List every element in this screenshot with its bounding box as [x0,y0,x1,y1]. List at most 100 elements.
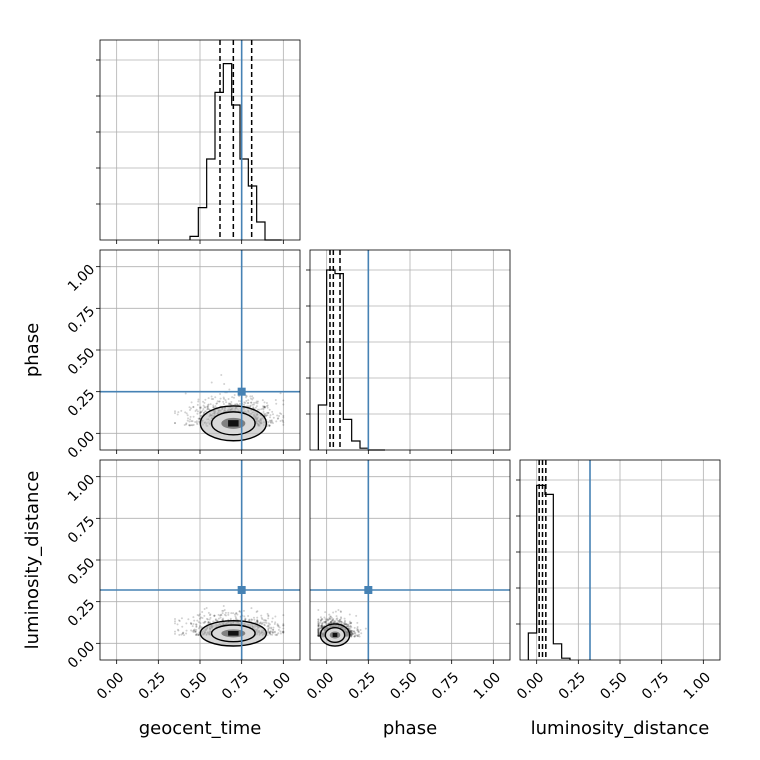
sample-point [251,398,254,401]
sample-point [357,635,360,638]
sample-point [199,417,202,420]
sample-point [356,629,359,632]
sample-point [324,622,327,625]
sample-point [338,620,341,623]
sample-point [208,614,211,617]
sample-point [271,631,274,634]
sample-point [317,625,320,628]
x-tick-label: 0.25 [346,669,379,702]
sample-point [358,633,361,636]
sample-point [185,412,188,415]
x-tick-label: 1.00 [681,669,714,702]
sample-point [248,618,251,621]
x-tick-label: 1.00 [471,669,504,702]
sample-point [230,401,233,404]
sample-point [256,408,259,411]
sample-point [207,405,210,408]
sample-point [282,414,285,417]
sample-point [337,609,340,611]
sample-point [317,629,320,632]
sample-point [278,414,281,417]
sample-point [255,405,258,408]
sample-point [353,630,356,633]
sample-point [332,621,335,624]
sample-point [206,618,209,621]
sample-point [319,626,322,629]
sample-point [279,630,282,633]
sample-point [317,634,320,637]
sample-point [203,621,206,624]
sample-point [353,630,356,633]
sample-point [250,607,253,610]
sample-point [199,406,202,409]
panel-phase-phase [306,249,511,451]
sample-point [324,620,327,623]
sample-point [343,617,346,620]
sample-point [353,635,356,638]
sample-point [253,618,256,621]
sample-point [267,624,270,627]
x-tick-label: 0.25 [556,669,589,702]
sample-point [275,402,278,405]
density-peak [228,420,239,427]
sample-point [198,626,201,629]
sample-point [269,630,272,633]
sample-point [279,392,282,395]
sample-point [337,620,340,623]
sample-point [198,418,201,421]
sample-point [254,401,257,404]
sample-point [255,400,258,403]
sample-point [329,617,332,620]
sample-point [193,628,196,631]
sample-point [198,633,201,636]
scatter-points [174,605,285,647]
sample-point [216,400,219,403]
sample-point [190,420,193,423]
sample-point [198,613,201,616]
sample-point [260,408,263,411]
sample-point [209,403,212,406]
sample-point [196,410,199,413]
sample-point [185,629,188,632]
contour-outer [319,623,351,647]
sample-point [271,631,274,634]
sample-point [196,403,199,406]
sample-point [262,405,265,408]
sample-point [249,395,252,398]
sample-point [207,622,210,625]
sample-point [264,619,267,622]
sample-point [253,401,256,404]
sample-point [271,633,274,636]
sample-point [268,631,271,634]
sample-point [317,634,320,637]
sample-point [317,631,320,634]
sample-point [199,622,202,625]
sample-point [268,424,271,427]
sample-point [204,398,207,401]
sample-point [274,615,277,618]
sample-point [197,417,200,420]
sample-point [194,630,197,633]
sample-point [352,632,355,635]
sample-point [354,634,357,637]
sample-point [191,630,194,633]
sample-point [278,626,281,629]
sample-point [183,634,186,637]
sample-point [329,621,332,624]
sample-point [317,628,320,631]
sample-point [264,415,267,418]
sample-point [274,399,277,402]
sample-point [187,417,190,420]
sample-point [324,618,327,621]
panel-geocent_time-geocent_time [96,39,301,241]
sample-point [215,402,218,405]
sample-point [340,620,343,623]
sample-point [276,623,279,626]
sample-point [230,403,233,406]
panel-geocent_time-phase [99,249,301,451]
sample-point [180,617,183,620]
sample-point [348,627,351,630]
sample-point [263,405,266,408]
sample-point [256,616,259,619]
